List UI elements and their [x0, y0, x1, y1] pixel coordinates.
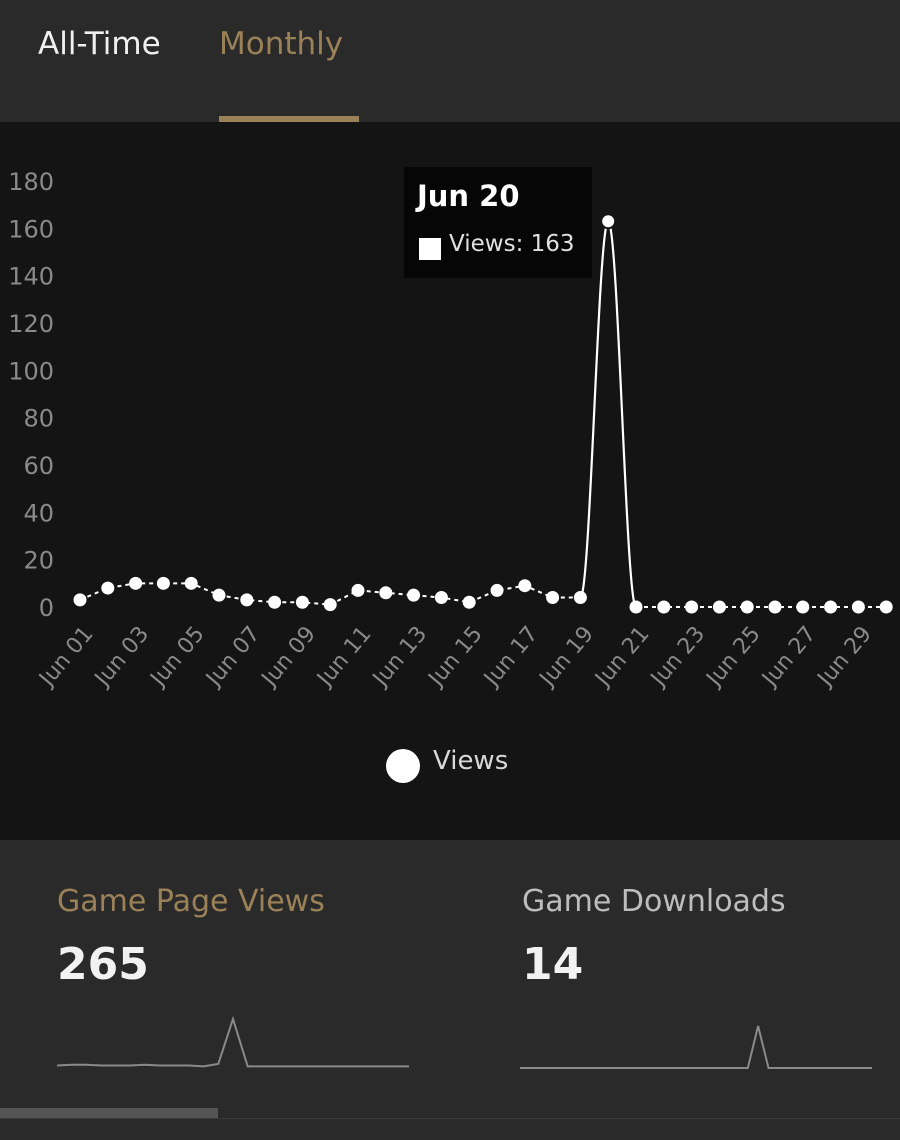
tab-monthly-label: Monthly: [219, 26, 344, 62]
horizontal-scrollbar-thumb[interactable]: [0, 1108, 218, 1118]
sparkline-views: [57, 1015, 409, 1068]
data-point[interactable]: [712, 600, 726, 614]
data-point[interactable]: [240, 593, 254, 607]
data-point[interactable]: [490, 583, 504, 597]
x-tick-label: Jun 15: [423, 622, 488, 693]
x-tick-label: Jun 11: [312, 622, 377, 693]
data-point[interactable]: [600, 213, 617, 230]
data-point[interactable]: [879, 600, 893, 614]
x-tick-label: Jun 09: [256, 622, 321, 693]
chart-tooltip: Jun 20 Views: 163: [404, 167, 592, 278]
data-point[interactable]: [851, 600, 865, 614]
data-point[interactable]: [351, 583, 365, 597]
y-tick-label: 80: [23, 405, 54, 433]
data-point[interactable]: [323, 598, 337, 612]
data-point[interactable]: [129, 576, 143, 590]
stat-downloads-value: 14: [522, 939, 584, 990]
x-tick-label: Jun 27: [756, 622, 821, 693]
y-tick-label: 160: [8, 215, 54, 243]
data-point[interactable]: [184, 576, 198, 590]
y-tick-label: 180: [8, 168, 54, 196]
views-chart[interactable]: 0 20 40 60 80 100 120 140 160 180 Jun 01 Jun 03 Jun …: [0, 122, 900, 840]
x-tick-label: Jun 25: [701, 622, 766, 693]
legend-views-label: Views: [433, 746, 509, 776]
x-tick-label: Jun 29: [812, 622, 877, 693]
legend-views-marker: [386, 749, 420, 783]
tab-all-time-label: All-Time: [38, 26, 161, 62]
y-tick-label: 60: [23, 452, 54, 480]
tab-all-time[interactable]: All-Time: [38, 24, 161, 122]
data-point[interactable]: [740, 600, 754, 614]
data-point[interactable]: [268, 595, 282, 609]
y-tick-label: 120: [8, 310, 54, 338]
stats-panel: Game Page Views 265 Game Downloads 14: [0, 840, 900, 1140]
x-tick-label: Jun 19: [534, 622, 599, 693]
data-point[interactable]: [824, 600, 838, 614]
data-point[interactable]: [573, 591, 587, 605]
data-point[interactable]: [685, 600, 699, 614]
y-tick-label: 0: [39, 594, 54, 622]
stat-views-value: 265: [57, 939, 149, 990]
stat-downloads-label: Game Downloads: [522, 884, 786, 919]
tooltip-value: Views: 163: [449, 231, 575, 257]
y-tick-label: 20: [23, 547, 54, 575]
data-point[interactable]: [407, 588, 421, 602]
active-tab-indicator: [219, 116, 359, 122]
x-tick-label: Jun 13: [367, 622, 432, 693]
data-point[interactable]: [796, 600, 810, 614]
tooltip-swatch: [419, 238, 441, 260]
data-point[interactable]: [101, 581, 115, 595]
data-point[interactable]: [518, 579, 532, 593]
data-point[interactable]: [629, 600, 643, 614]
data-point[interactable]: [434, 591, 448, 605]
tab-monthly[interactable]: Monthly: [219, 24, 359, 122]
sparkline-path: [57, 1015, 409, 1068]
x-tick-label: Jun 17: [478, 622, 543, 693]
y-tick-label: 140: [8, 263, 54, 291]
sparkline-downloads: [520, 1025, 872, 1069]
data-point[interactable]: [546, 591, 560, 605]
data-point[interactable]: [73, 593, 87, 607]
sparkline-path: [520, 1025, 872, 1069]
stat-views-label: Game Page Views: [57, 884, 325, 919]
stat-game-downloads[interactable]: Game Downloads 14: [522, 884, 786, 990]
data-point[interactable]: [768, 600, 782, 614]
y-tick-label: 100: [8, 357, 54, 385]
period-tabs: All-Time Monthly: [0, 0, 900, 123]
stat-game-page-views[interactable]: Game Page Views 265: [57, 884, 325, 990]
data-point[interactable]: [379, 586, 393, 600]
data-point[interactable]: [212, 588, 226, 602]
y-tick-label: 40: [23, 499, 54, 527]
views-line-peak: [579, 220, 638, 609]
x-tick-label: Jun 01: [34, 622, 99, 693]
x-tick-label: Jun 07: [200, 622, 265, 693]
x-tick-label: Jun 23: [645, 622, 710, 693]
horizontal-scrollbar-track[interactable]: [0, 1118, 900, 1119]
x-tick-label: Jun 03: [89, 622, 154, 693]
x-tick-label: Jun 05: [145, 622, 210, 693]
data-point[interactable]: [295, 595, 309, 609]
data-point[interactable]: [462, 595, 476, 609]
data-point[interactable]: [657, 600, 671, 614]
data-point[interactable]: [156, 576, 170, 590]
x-tick-label: Jun 21: [590, 622, 655, 693]
tooltip-title: Jun 20: [417, 179, 520, 213]
